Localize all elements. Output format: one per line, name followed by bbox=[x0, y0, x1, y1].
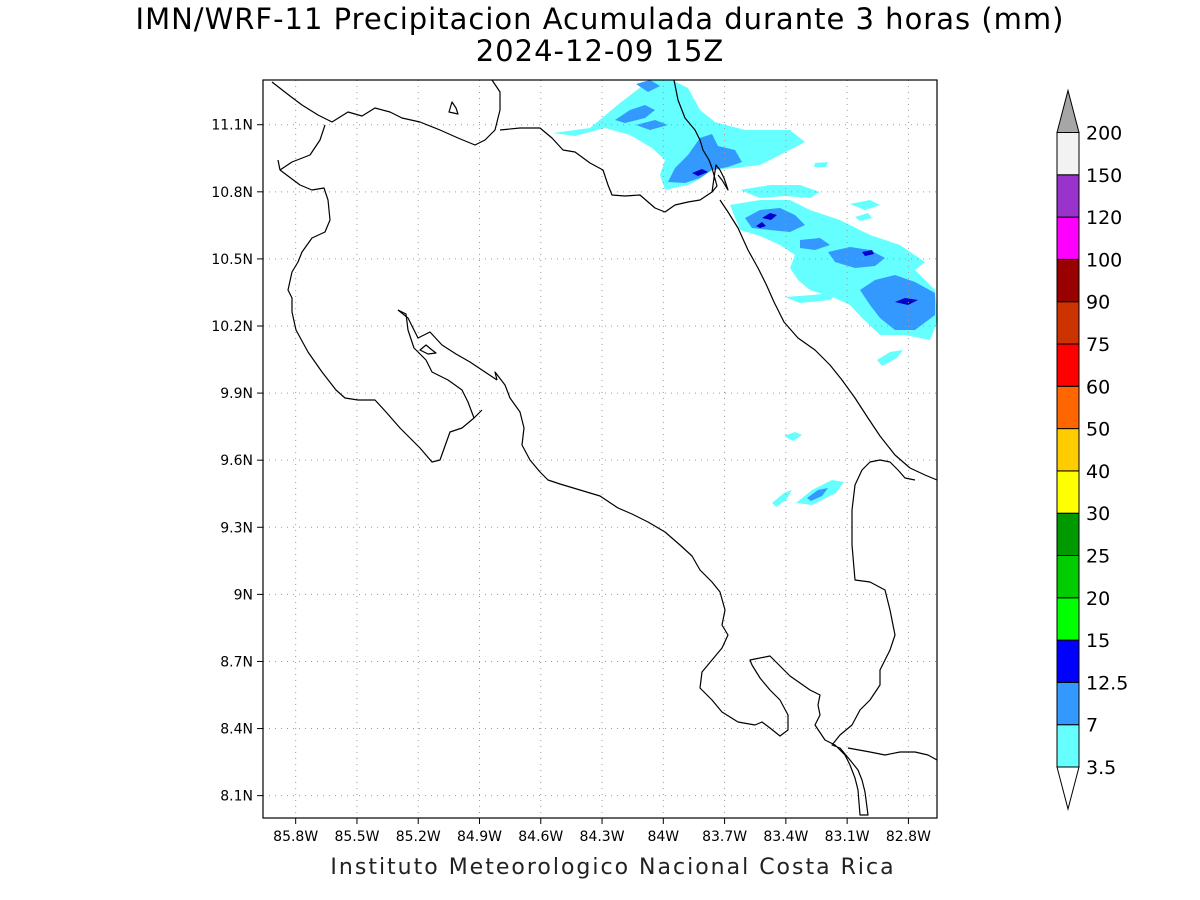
colorbar-swatch bbox=[1056, 301, 1080, 345]
colorbar-level-label: 20 bbox=[1086, 588, 1110, 610]
lat-tick-label: 8.4N bbox=[220, 722, 253, 738]
colorbar-level-label: 15 bbox=[1086, 630, 1110, 652]
colorbar-swatch bbox=[1056, 555, 1080, 599]
precip-core-mid2 bbox=[800, 238, 830, 250]
precip-peak-1 bbox=[692, 169, 708, 176]
precip-spot-e bbox=[855, 213, 872, 221]
lon-tick-label: 83.7W bbox=[702, 829, 747, 845]
precip-peak-5 bbox=[862, 250, 874, 256]
precip-core-north bbox=[668, 134, 742, 183]
colorbar-level-label: 200 bbox=[1086, 123, 1122, 145]
colorbar-level-label: 30 bbox=[1086, 503, 1110, 525]
caribbean-coast bbox=[719, 199, 938, 481]
map-credit: Instituto Meteorologico Nacional Costa R… bbox=[330, 855, 896, 880]
lon-tick-label: 85.5W bbox=[334, 829, 379, 845]
lat-tick-label: 8.1N bbox=[220, 789, 253, 805]
colorbar-swatch bbox=[1056, 470, 1080, 514]
precip-core-caribe bbox=[807, 488, 828, 501]
precip-layer bbox=[553, 80, 938, 507]
coastline-layer bbox=[271, 79, 938, 816]
colorbar-level-label: 120 bbox=[1086, 207, 1122, 229]
precip-area-north bbox=[553, 80, 805, 190]
pacific-coast-south bbox=[473, 371, 916, 816]
colorbar-swatch bbox=[1056, 597, 1080, 641]
colorbar-level-label: 75 bbox=[1086, 334, 1110, 356]
precip-peak-3 bbox=[756, 222, 766, 228]
precip-peak-4 bbox=[895, 298, 918, 305]
panama-coast bbox=[847, 747, 938, 761]
precip-spot-small bbox=[814, 162, 828, 167]
lat-tick-label: 10.5N bbox=[211, 252, 253, 268]
colorbar-swatch bbox=[1056, 174, 1080, 218]
colorbar-swatch bbox=[1056, 216, 1080, 260]
colorbar-swatch bbox=[1056, 681, 1080, 726]
colorbar-swatch bbox=[1056, 512, 1080, 557]
colorbar-swatch bbox=[1056, 385, 1080, 430]
lon-tick-label: 85.2W bbox=[396, 829, 441, 845]
precip-peak-2 bbox=[762, 213, 777, 220]
colorbar-swatch bbox=[1056, 428, 1080, 472]
lat-tick-label: 9.3N bbox=[220, 520, 253, 536]
lon-tick-label: 84.6W bbox=[518, 829, 563, 845]
lat-tick-label: 8.7N bbox=[220, 654, 253, 670]
nicoya-gulf bbox=[397, 309, 498, 381]
colorbar-swatch bbox=[1056, 639, 1080, 683]
precip-spot-se bbox=[877, 350, 903, 366]
colorbar-swatch bbox=[1056, 343, 1080, 387]
chart-title: IMN/WRF-11 Precipitacion Acumulada duran… bbox=[135, 2, 1065, 36]
colorbar-level-label: 7 bbox=[1086, 715, 1098, 737]
colorbar-level-label: 25 bbox=[1086, 546, 1110, 568]
border-north bbox=[277, 124, 475, 463]
lat-tick-label: 10.2N bbox=[211, 319, 253, 335]
colorbar-level-label: 150 bbox=[1086, 165, 1122, 187]
map-grid bbox=[263, 80, 937, 818]
colorbar-under-arrow bbox=[1056, 766, 1080, 811]
colorbar-level-label: 3.5 bbox=[1086, 757, 1116, 779]
colorbar-swatch bbox=[1056, 132, 1080, 176]
lon-tick-label: 84.3W bbox=[580, 829, 625, 845]
lat-tick-label: 9.6N bbox=[220, 453, 253, 469]
precip-core-north2 bbox=[615, 105, 655, 123]
lon-tick-label: 85.8W bbox=[273, 829, 318, 845]
lake-island bbox=[448, 101, 459, 115]
chart-date: 2024-12-09 15Z bbox=[475, 34, 725, 68]
colorbar-over-arrow bbox=[1056, 88, 1080, 133]
precip-strip bbox=[785, 292, 840, 303]
lon-tick-label: 82.8W bbox=[886, 829, 931, 845]
map-frame bbox=[262, 79, 938, 819]
precip-core-north4 bbox=[636, 120, 668, 130]
lat-tick-label: 9.9N bbox=[220, 386, 253, 402]
precip-core-north3 bbox=[636, 80, 660, 92]
lon-tick-label: 84W bbox=[647, 829, 679, 845]
rio-sanjuan-mouth bbox=[711, 164, 729, 193]
precip-spot-caribe1 bbox=[784, 432, 802, 441]
lon-tick-label: 84.9W bbox=[457, 829, 502, 845]
colorbar-level-label: 12.5 bbox=[1086, 672, 1128, 694]
gulf-island bbox=[419, 344, 437, 355]
colorbar-level-label: 40 bbox=[1086, 461, 1110, 483]
border-nicaragua bbox=[499, 79, 718, 213]
precip-spot-ne bbox=[850, 200, 880, 210]
lat-tick-label: 11.1N bbox=[211, 118, 253, 134]
lat-tick-label: 9N bbox=[234, 587, 253, 603]
colorbar-level-label: 100 bbox=[1086, 249, 1122, 271]
lon-tick-label: 83.4W bbox=[763, 829, 808, 845]
colorbar-level-label: 90 bbox=[1086, 292, 1110, 314]
precip-spot-caribe2 bbox=[772, 490, 792, 507]
lon-tick-label: 83.1W bbox=[825, 829, 870, 845]
precip-colorbar: 3.5 7 12.5 15 20 25 30 40 50 60 75 90 100 120 150 200 bbox=[1056, 88, 1128, 811]
nicaragua-lake-coast bbox=[271, 79, 501, 146]
colorbar-level-label: 60 bbox=[1086, 376, 1110, 398]
colorbar-swatch bbox=[1056, 724, 1080, 768]
lat-tick-label: 10.8N bbox=[211, 185, 253, 201]
map-axes: 85.8W 85.5W 85.2W 84.9W 84.6W 84.3W 84W 83.7W 83… bbox=[211, 118, 931, 845]
colorbar-level-label: 50 bbox=[1086, 419, 1110, 441]
colorbar-swatch bbox=[1056, 258, 1080, 303]
